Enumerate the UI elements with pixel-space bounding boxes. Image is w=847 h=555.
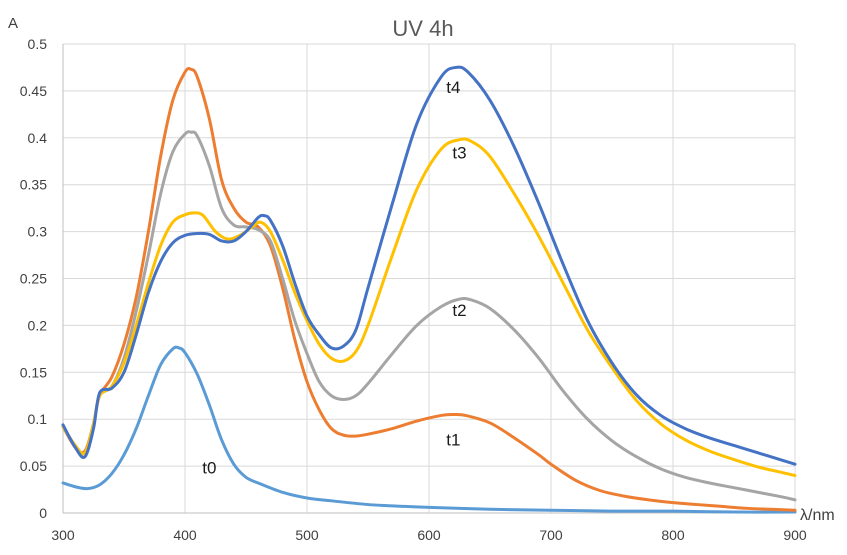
annotation-t4: t4 [446, 78, 460, 97]
x-axis-label: λ/nm [800, 507, 835, 524]
y-axis-label: A [8, 15, 18, 32]
x-tick-label: 500 [295, 527, 319, 543]
y-tick-label: 0.4 [28, 130, 48, 146]
series-line-t2 [61, 130, 797, 502]
y-tick-label: 0.25 [20, 271, 47, 287]
y-tick-label: 0.15 [20, 364, 47, 380]
annotation-t3: t3 [452, 143, 466, 162]
series-line-t3 [61, 137, 797, 477]
chart-title: UV 4h [392, 16, 453, 41]
series-line-t0 [61, 345, 797, 514]
x-tick-label: 800 [661, 527, 685, 543]
y-tick-label: 0.45 [20, 83, 47, 99]
y-tick-label: 0.5 [28, 36, 48, 52]
annotation-t1: t1 [446, 430, 460, 449]
x-tick-label: 600 [417, 527, 441, 543]
y-tick-label: 0 [39, 505, 47, 521]
axes: 0 0.05 0.1 0.15 0.2 0.25 0.3 0.35 0.4 0.45 0.5 300 4… [20, 36, 807, 543]
y-tick-label: 0.05 [20, 458, 47, 474]
x-tick-label: 900 [783, 527, 807, 543]
x-tick-label: 400 [173, 527, 197, 543]
series-line-t4 [61, 65, 797, 466]
annotation-t2: t2 [452, 301, 466, 320]
grid-lines [63, 43, 796, 513]
y-tick-label: 0.1 [28, 411, 48, 427]
y-tick-label: 0.35 [20, 177, 47, 193]
series-lines [61, 65, 797, 514]
x-tick-label: 300 [51, 527, 75, 543]
series-line-t1 [61, 67, 797, 512]
annotation-t0: t0 [202, 459, 216, 478]
y-tick-label: 0.2 [28, 317, 48, 333]
x-tick-label: 700 [539, 527, 563, 543]
y-tick-label: 0.3 [28, 224, 48, 240]
series-annotations: t0 t1 t2 t3 t4 [202, 78, 466, 478]
